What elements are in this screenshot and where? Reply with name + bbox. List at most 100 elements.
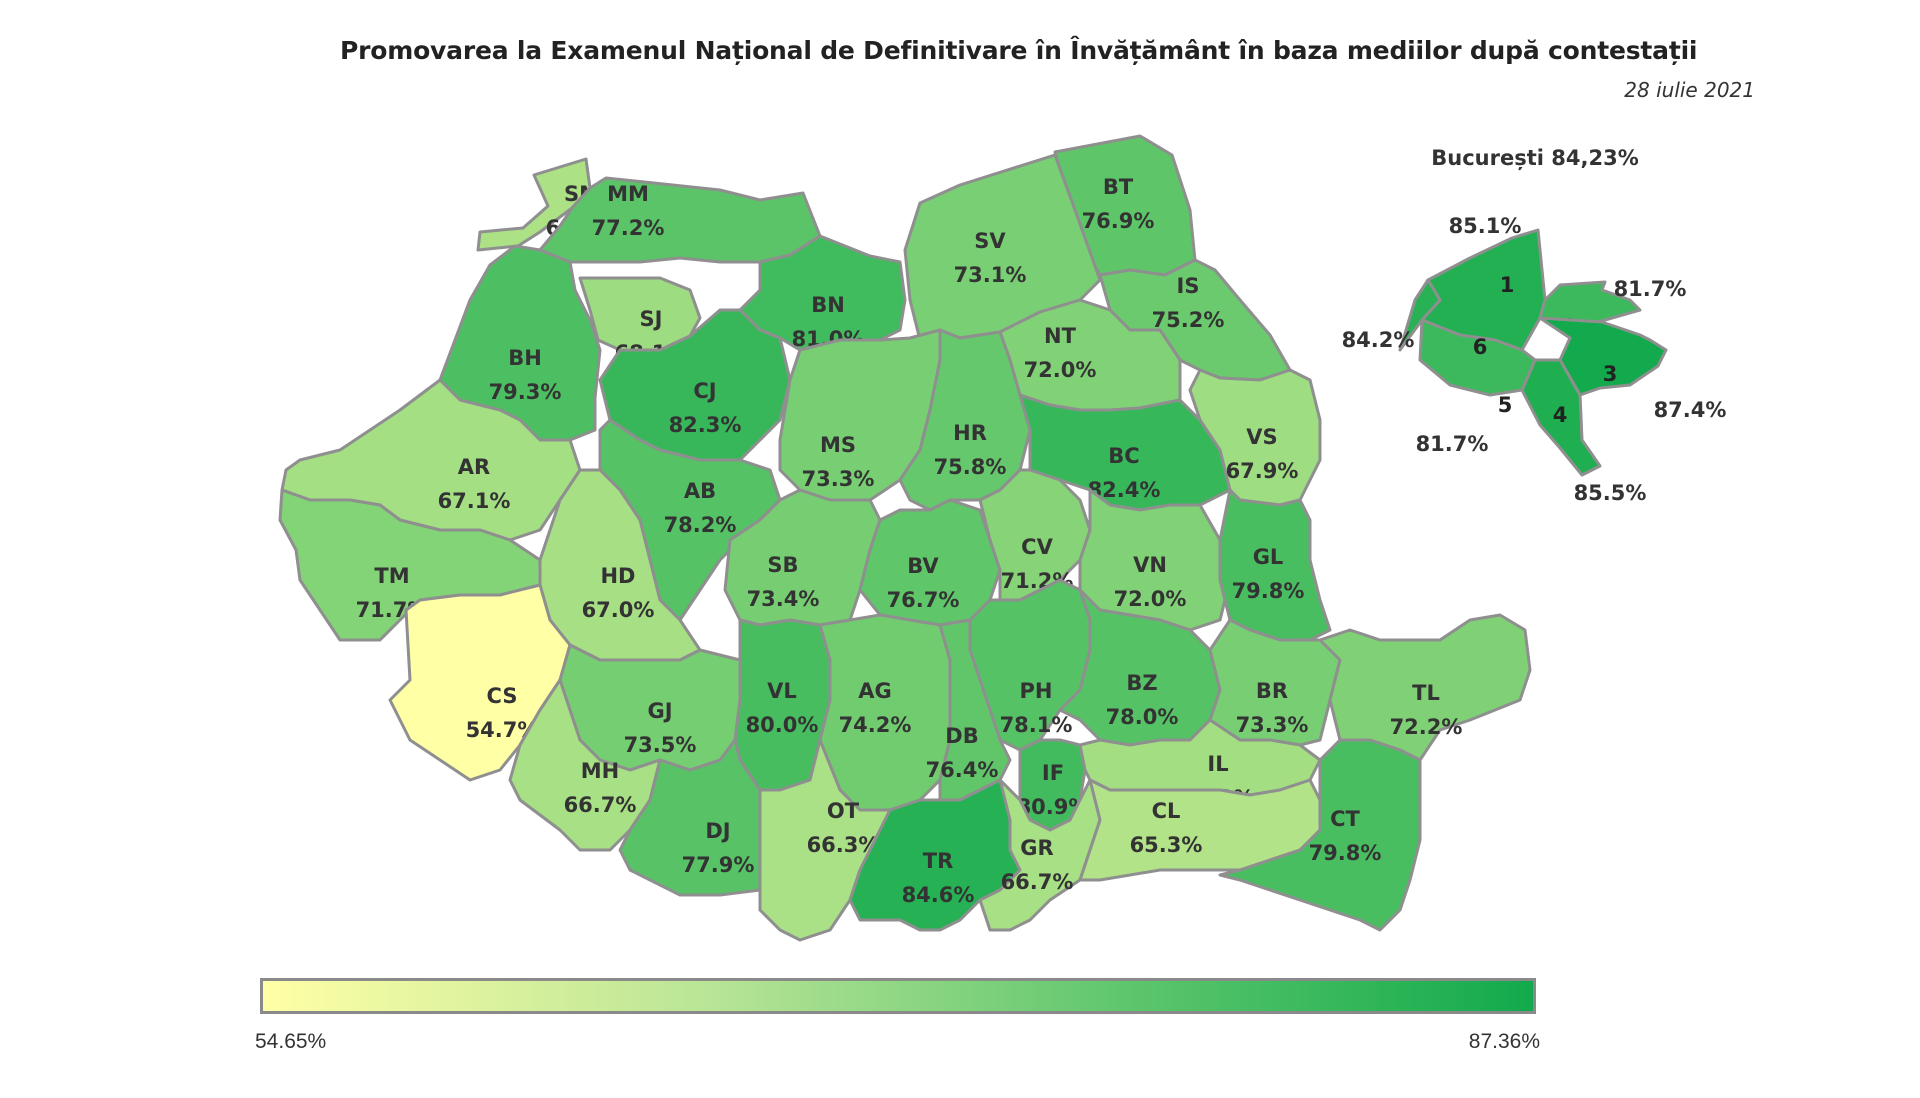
county-code-label: CJ <box>693 379 716 403</box>
county-value-label: 76.7% <box>887 588 960 612</box>
county-value-label: 72.0% <box>1114 587 1187 611</box>
county-value-label: 79.8% <box>1232 579 1305 603</box>
county-code-label: IS <box>1177 274 1200 298</box>
county-value-label: 75.2% <box>1152 308 1225 332</box>
county-gr: GR 66.7% <box>978 778 1112 932</box>
county-code-label: MS <box>820 433 856 457</box>
county-code-label: SV <box>974 229 1006 253</box>
county-code-label: OT <box>827 799 860 823</box>
county-code-label: AB <box>684 479 716 503</box>
sector-number-label: 5 <box>1498 393 1513 417</box>
county-ct: CT 79.8% <box>1218 738 1422 932</box>
county-code-label: AG <box>858 679 892 703</box>
counties-layer: SM66.1%MM77.2%BT76.9%SV73.1%BH79.3%SJ68.… <box>278 134 1532 942</box>
bucharest-sector-4: 4 85.5% <box>1520 358 1647 505</box>
county-hr: HR 75.8% <box>898 328 1032 512</box>
county-value-label: 80.0% <box>746 713 819 737</box>
county-value-label: 72.0% <box>1024 358 1097 382</box>
county-vn: VN 72.0% <box>1078 488 1232 632</box>
county-code-label: NT <box>1044 324 1077 348</box>
county-bt: BT 76.9% <box>1053 134 1197 277</box>
county-code-label: CV <box>1021 535 1053 559</box>
county-code-label: BR <box>1256 679 1288 703</box>
county-code-label: CS <box>487 684 518 708</box>
county-code-label: BN <box>811 293 845 317</box>
bucharest-sector-5: 5 81.7% <box>1416 318 1537 456</box>
county-value-label: 73.3% <box>1236 713 1309 737</box>
sector-value-label: 81.7% <box>1416 432 1489 456</box>
county-value-label: 74.2% <box>839 713 912 737</box>
county-value-label: 76.9% <box>1082 209 1155 233</box>
sector-shape <box>1418 318 1537 397</box>
county-code-label: GL <box>1253 545 1284 569</box>
color-scale-bar <box>260 978 1536 1014</box>
county-value-label: 75.8% <box>934 455 1007 479</box>
sector-number-label: 4 <box>1553 403 1568 427</box>
county-value-label: 73.3% <box>802 467 875 491</box>
county-code-label: DJ <box>705 819 730 843</box>
county-value-label: 82.3% <box>669 413 742 437</box>
county-code-label: VS <box>1246 425 1277 449</box>
county-code-label: BT <box>1103 175 1134 199</box>
county-code-label: VN <box>1133 553 1167 577</box>
sector-value-label: 85.5% <box>1574 481 1647 505</box>
county-bv: BV 76.7% <box>858 498 1002 627</box>
county-value-label: 73.5% <box>624 733 697 757</box>
sector-value-label: 84.2% <box>1342 328 1415 352</box>
county-value-label: 73.1% <box>954 263 1027 287</box>
sector-number-label: 3 <box>1603 362 1618 386</box>
county-value-label: 66.7% <box>564 793 637 817</box>
county-value-label: 67.1% <box>438 489 511 513</box>
bucharest-sector-2: 281.7% <box>1538 277 1686 339</box>
county-value-label: 73.4% <box>747 587 820 611</box>
county-value-label: 84.6% <box>902 883 975 907</box>
county-code-label: CT <box>1330 807 1360 831</box>
county-code-label: AR <box>458 455 490 479</box>
county-code-label: TM <box>374 564 409 588</box>
bucharest-sector-6: 6 84.2% <box>1342 278 1488 359</box>
sector-number-label: 6 <box>1473 335 1488 359</box>
bucharest-sectors-layer: 1 85.1% 281.7% 3 87.4% 4 85.5% 5 81.7% 6 84.2% <box>1342 214 1727 505</box>
sector-value-label: 85.1% <box>1449 214 1522 238</box>
county-code-label: SB <box>767 553 798 577</box>
county-cj: CJ 82.3% <box>598 308 792 462</box>
county-code-label: BZ <box>1126 671 1157 695</box>
county-value-label: 79.8% <box>1309 841 1382 865</box>
county-value-label: 67.0% <box>582 598 655 622</box>
county-code-label: GJ <box>647 699 672 723</box>
county-shape-cj <box>598 308 792 462</box>
county-code-label: CL <box>1152 799 1181 823</box>
sector-number-label: 1 <box>1500 273 1515 297</box>
county-shape-vn <box>1078 488 1232 632</box>
legend-min-label: 54.65% <box>255 1030 327 1053</box>
county-value-label: 67.9% <box>1226 459 1299 483</box>
county-code-label: GR <box>1020 836 1053 860</box>
legend-max-label: 87.36% <box>1468 1030 1540 1053</box>
county-bz: BZ 78.0% <box>1058 588 1222 747</box>
county-value-label: 78.2% <box>664 513 737 537</box>
county-value-label: 77.2% <box>592 216 665 240</box>
county-code-label: BC <box>1108 444 1139 468</box>
county-sv: SV 73.1% <box>903 153 1102 342</box>
sector-shape <box>1398 278 1442 352</box>
county-code-label: MH <box>581 759 619 783</box>
county-value-label: 76.4% <box>926 758 999 782</box>
county-value-label: 79.3% <box>489 380 562 404</box>
sector-shape <box>1538 316 1668 397</box>
county-value-label: 77.9% <box>682 853 755 877</box>
bucharest-sector-3: 3 87.4% <box>1538 316 1726 422</box>
map-title: Promovarea la Examenul Național de Defin… <box>340 36 1698 65</box>
county-value-label: 65.3% <box>1130 833 1203 857</box>
county-code-label: TR <box>923 849 954 873</box>
county-code-label: BV <box>907 554 939 578</box>
map-date: 28 iulie 2021 <box>1624 78 1755 102</box>
sector-shape <box>1520 358 1602 477</box>
county-code-label: IF <box>1042 761 1064 785</box>
county-bh: BH 79.3% <box>428 244 602 442</box>
county-vs: VS 67.9% <box>1188 368 1322 507</box>
county-code-label: PH <box>1020 679 1053 703</box>
